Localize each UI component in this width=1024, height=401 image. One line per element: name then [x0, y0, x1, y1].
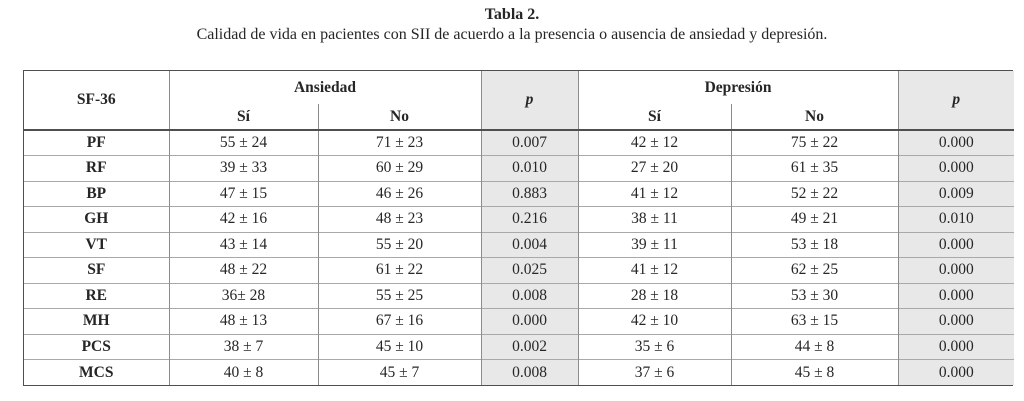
table-row-mh: MH 48 ± 13 67 ± 16 0.000 42 ± 10 63 ± 15…	[24, 308, 1015, 334]
cell-anxiety-yes: 47 ± 15	[168, 180, 318, 207]
cell-anxiety-yes: 40 ± 8	[168, 359, 318, 385]
cell-anxiety-no: 46 ± 26	[317, 180, 481, 207]
table-row-gh: GH 42 ± 16 48 ± 23 0.216 38 ± 11 49 ± 21…	[24, 206, 1015, 232]
table-row-pf: PF 55 ± 24 71 ± 23 0.007 42 ± 12 75 ± 22…	[24, 129, 1015, 156]
cell-p-anxiety: 0.004	[480, 231, 578, 258]
cell-anxiety-yes: 48 ± 13	[168, 308, 318, 334]
row-label: GH	[24, 206, 169, 232]
cell-p-depression: 0.000	[897, 308, 1015, 334]
row-label: PCS	[24, 333, 169, 360]
header-group-anxiety: Ansiedad	[168, 71, 481, 104]
cell-p-anxiety: 0.008	[480, 282, 578, 309]
cell-depression-no: 44 ± 8	[730, 333, 899, 360]
cell-depression-yes: 41 ± 12	[577, 180, 731, 207]
cell-anxiety-no: 48 ± 23	[317, 206, 481, 232]
cell-p-depression: 0.000	[897, 282, 1015, 309]
cell-p-depression: 0.000	[897, 129, 1015, 156]
cell-depression-yes: 38 ± 11	[577, 206, 731, 232]
cell-depression-no: 52 ± 22	[730, 180, 899, 207]
cell-anxiety-yes: 42 ± 16	[168, 206, 318, 232]
table-row-re: RE 36± 28 55 ± 25 0.008 28 ± 18 53 ± 30 …	[24, 282, 1015, 309]
cell-p-anxiety: 0.883	[480, 180, 578, 207]
cell-depression-yes: 42 ± 10	[577, 308, 731, 334]
cell-depression-no: 53 ± 30	[730, 282, 899, 309]
cell-p-depression: 0.000	[897, 359, 1015, 385]
cell-depression-yes: 39 ± 11	[577, 231, 731, 258]
cell-anxiety-no: 45 ± 10	[317, 333, 481, 360]
cell-depression-yes: 37 ± 6	[577, 359, 731, 385]
cell-anxiety-no: 45 ± 7	[317, 359, 481, 385]
cell-depression-yes: 42 ± 12	[577, 129, 731, 156]
header-depression-no: No	[730, 104, 899, 131]
table-row-pcs: PCS 38 ± 7 45 ± 10 0.002 35 ± 6 44 ± 8 0…	[24, 333, 1015, 360]
cell-anxiety-yes: 39 ± 33	[168, 155, 318, 181]
cell-depression-no: 75 ± 22	[730, 129, 899, 156]
table-row-vt: VT 43 ± 14 55 ± 20 0.004 39 ± 11 53 ± 18…	[24, 231, 1015, 258]
cell-p-anxiety: 0.007	[480, 129, 578, 156]
row-label: VT	[24, 231, 169, 258]
cell-depression-no: 45 ± 8	[730, 359, 899, 385]
header-anxiety-no: No	[317, 104, 481, 131]
cell-depression-no: 63 ± 15	[730, 308, 899, 334]
row-label: PF	[24, 129, 169, 156]
cell-depression-yes: 28 ± 18	[577, 282, 731, 309]
cell-p-anxiety: 0.216	[480, 206, 578, 232]
cell-p-anxiety: 0.025	[480, 257, 578, 283]
cell-p-anxiety: 0.008	[480, 359, 578, 385]
cell-p-anxiety: 0.000	[480, 308, 578, 334]
header-group-row: SF-36 Ansiedad p Depresión p	[24, 71, 1015, 131]
row-label: MH	[24, 308, 169, 334]
cell-depression-yes: 35 ± 6	[577, 333, 731, 360]
cell-depression-yes: 27 ± 20	[577, 155, 731, 181]
table-row-mcs: MCS 40 ± 8 45 ± 7 0.008 37 ± 6 45 ± 8 0.…	[24, 359, 1015, 385]
cell-anxiety-yes: 36± 28	[168, 282, 318, 309]
cell-p-depression: 0.000	[897, 231, 1015, 258]
cell-p-anxiety: 0.002	[480, 333, 578, 360]
cell-anxiety-no: 55 ± 20	[317, 231, 481, 258]
row-label: BP	[24, 180, 169, 207]
header-scale: SF-36	[24, 71, 169, 131]
header-p-anxiety: p	[480, 71, 578, 131]
cell-p-depression: 0.000	[897, 333, 1015, 360]
cell-anxiety-yes: 48 ± 22	[168, 257, 318, 283]
cell-depression-no: 62 ± 25	[730, 257, 899, 283]
table-row-sf: SF 48 ± 22 61 ± 22 0.025 41 ± 12 62 ± 25…	[24, 257, 1015, 283]
cell-p-depression: 0.000	[897, 257, 1015, 283]
header-sub-row: Sí No Sí No	[24, 104, 1014, 131]
cell-p-depression: 0.009	[897, 180, 1015, 207]
row-label: SF	[24, 257, 169, 283]
cell-anxiety-no: 61 ± 22	[317, 257, 481, 283]
header-group-depression: Depresión	[577, 71, 899, 104]
table-row-rf: RF 39 ± 33 60 ± 29 0.010 27 ± 20 61 ± 35…	[24, 155, 1015, 181]
row-label: RE	[24, 282, 169, 309]
sf36-results-table: SF-36 Ansiedad p Depresión p Sí No Sí No…	[24, 71, 1015, 385]
cell-depression-no: 49 ± 21	[730, 206, 899, 232]
cell-p-depression: 0.000	[897, 155, 1015, 181]
table-caption-block: Tabla 2. Calidad de vida en pacientes co…	[0, 5, 1024, 46]
results-table-container: SF-36 Ansiedad p Depresión p Sí No Sí No…	[23, 70, 1015, 386]
table-title: Tabla 2.	[484, 6, 540, 23]
cell-p-anxiety: 0.010	[480, 155, 578, 181]
table-row-bp: BP 47 ± 15 46 ± 26 0.883 41 ± 12 52 ± 22…	[24, 180, 1015, 207]
cell-anxiety-yes: 43 ± 14	[168, 231, 318, 258]
table-subtitle: Calidad de vida en pacientes con SII de …	[196, 26, 828, 43]
cell-anxiety-no: 60 ± 29	[317, 155, 481, 181]
cell-anxiety-no: 67 ± 16	[317, 308, 481, 334]
row-label: MCS	[24, 359, 169, 385]
header-anxiety-yes: Sí	[168, 104, 318, 131]
cell-anxiety-yes: 38 ± 7	[168, 333, 318, 360]
cell-depression-no: 53 ± 18	[730, 231, 899, 258]
header-p-depression: p	[897, 71, 1015, 131]
cell-anxiety-no: 71 ± 23	[317, 129, 481, 156]
cell-anxiety-yes: 55 ± 24	[168, 129, 318, 156]
cell-depression-no: 61 ± 35	[730, 155, 899, 181]
row-label: RF	[24, 155, 169, 181]
cell-anxiety-no: 55 ± 25	[317, 282, 481, 309]
cell-p-depression: 0.010	[897, 206, 1015, 232]
cell-depression-yes: 41 ± 12	[577, 257, 731, 283]
header-depression-yes: Sí	[577, 104, 731, 131]
